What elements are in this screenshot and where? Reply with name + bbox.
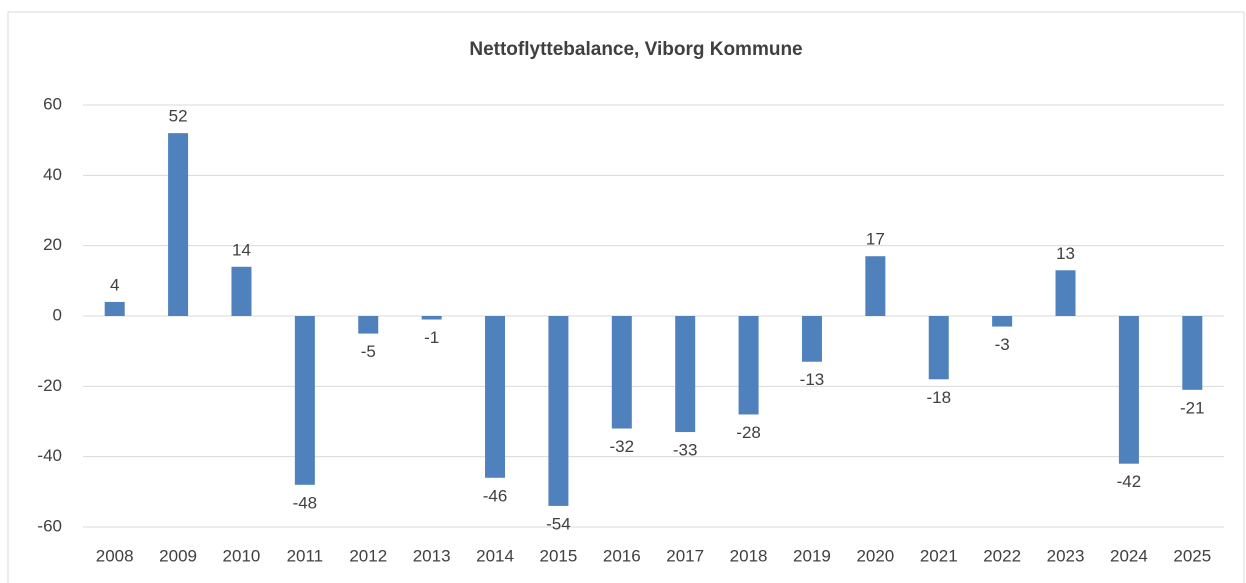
- bar: [1118, 316, 1139, 464]
- x-tick-label: 2021: [920, 546, 958, 565]
- y-tick-label: 60: [43, 94, 62, 113]
- y-tick-label: -60: [37, 516, 62, 535]
- data-label: -48: [293, 493, 318, 512]
- data-label: 13: [1056, 244, 1075, 263]
- y-tick-label: 20: [43, 235, 62, 254]
- x-tick-label: 2009: [159, 546, 197, 565]
- bar: [611, 316, 632, 429]
- data-label: -32: [610, 437, 635, 456]
- bar: [548, 316, 569, 506]
- x-tick-label: 2012: [349, 546, 387, 565]
- bar: [928, 316, 949, 380]
- bar: [104, 301, 125, 316]
- x-tick-label: 2020: [856, 546, 894, 565]
- y-tick-label: -20: [37, 376, 62, 395]
- bar: [675, 316, 696, 433]
- x-tick-label: 2025: [1173, 546, 1211, 565]
- y-tick-label: 40: [43, 165, 62, 184]
- bar: [738, 316, 759, 415]
- x-tick-label: 2017: [666, 546, 704, 565]
- data-label: -18: [926, 388, 951, 407]
- x-tick-label: 2014: [476, 546, 514, 565]
- bar: [231, 266, 252, 316]
- bar: [801, 316, 822, 362]
- x-tick-label: 2016: [603, 546, 641, 565]
- bar: [358, 316, 379, 334]
- bar: [1182, 316, 1203, 390]
- chart-title: Nettoflyttebalance, Viborg Kommune: [469, 39, 802, 60]
- data-label: 17: [866, 230, 885, 249]
- x-tick-label: 2015: [540, 546, 578, 565]
- data-label: -54: [546, 514, 571, 533]
- x-tick-label: 2013: [413, 546, 451, 565]
- data-label: 52: [169, 107, 188, 126]
- data-label: -46: [483, 486, 508, 505]
- x-tick-label: 2024: [1110, 546, 1148, 565]
- data-label: -21: [1180, 398, 1205, 417]
- data-label: -5: [361, 342, 376, 361]
- x-tick-label: 2010: [223, 546, 261, 565]
- bar: [992, 316, 1013, 327]
- chart-border: [7, 11, 1245, 583]
- data-label: 4: [110, 275, 119, 294]
- bar: [1055, 270, 1076, 316]
- x-tick-label: 2018: [730, 546, 768, 565]
- x-tick-label: 2019: [793, 546, 831, 565]
- bar: [485, 316, 506, 478]
- y-tick-label: 0: [53, 305, 62, 324]
- data-label: -42: [1117, 472, 1142, 491]
- data-label: -28: [736, 423, 761, 442]
- x-tick-label: 2011: [287, 546, 324, 565]
- data-label: 14: [232, 240, 251, 259]
- data-label: -13: [800, 370, 825, 389]
- bar: [865, 256, 886, 316]
- data-label: -3: [995, 335, 1010, 354]
- bar: [168, 133, 189, 316]
- data-label: -33: [673, 441, 698, 460]
- x-tick-label: 2008: [96, 546, 134, 565]
- y-tick-label: -40: [37, 446, 62, 465]
- x-tick-label: 2022: [983, 546, 1021, 565]
- bar: [294, 316, 315, 485]
- data-label: -1: [424, 328, 439, 347]
- x-tick-label: 2023: [1047, 546, 1085, 565]
- bar: [421, 316, 442, 320]
